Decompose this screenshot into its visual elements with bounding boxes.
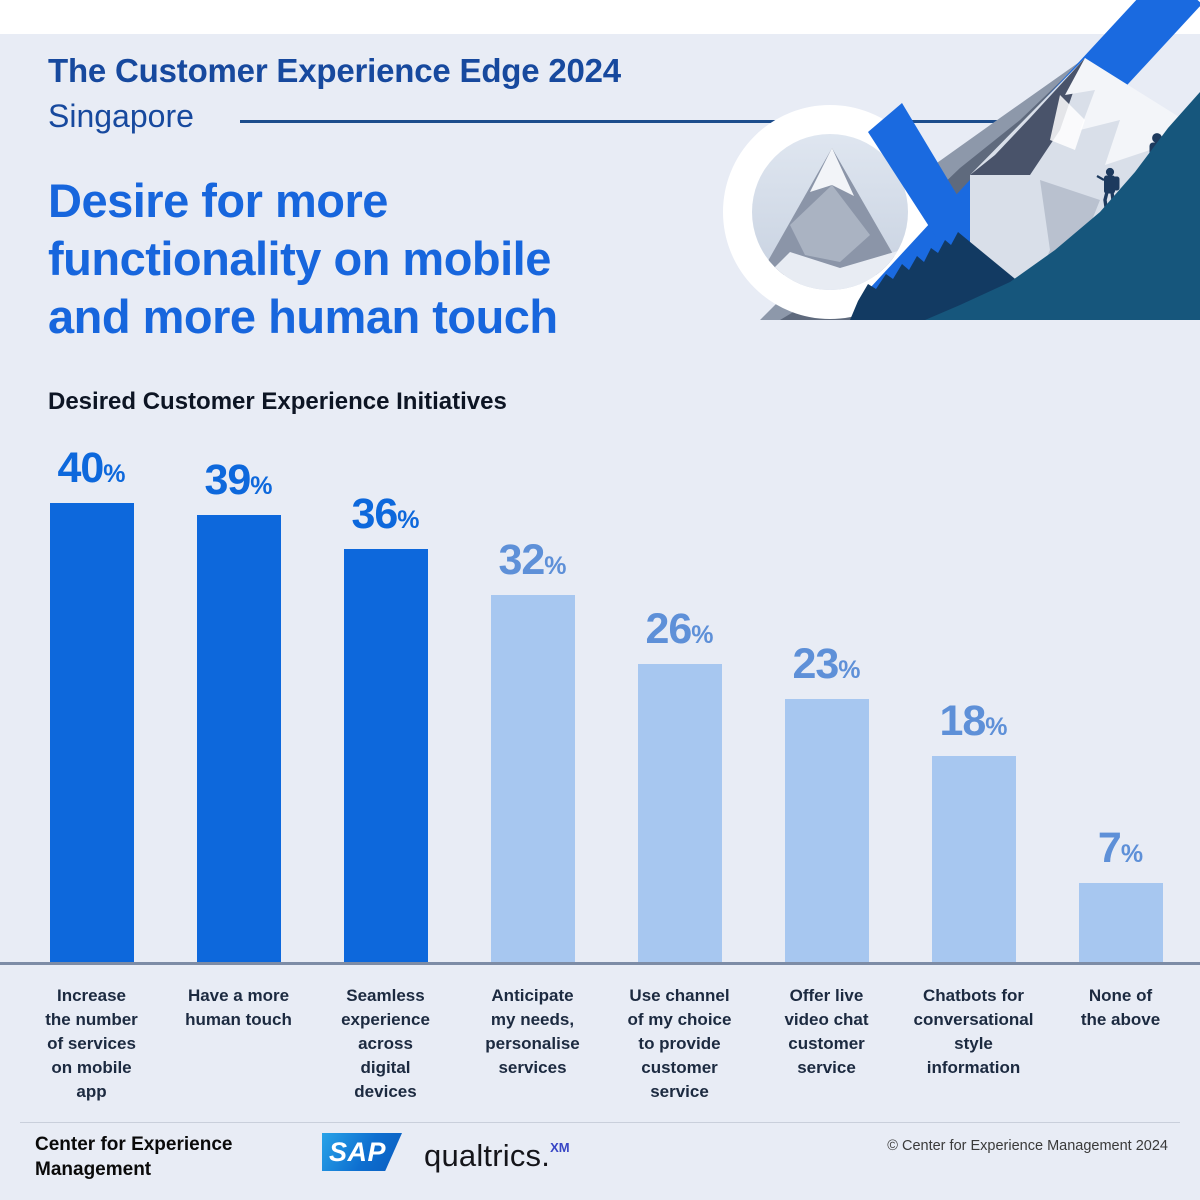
bar-value-number: 23 xyxy=(792,639,839,688)
category-label: Anticipate my needs, personalise service… xyxy=(485,986,580,1077)
percent-sign: % xyxy=(397,506,420,534)
header-divider-line xyxy=(240,120,1000,123)
chart-column: 32% xyxy=(459,430,606,963)
headline: Desire for more functionality on mobile … xyxy=(48,174,558,343)
qualtrics-logo-text: qualtrics xyxy=(424,1138,542,1173)
bar-value-number: 7 xyxy=(1097,823,1122,872)
category-label: Seamless experience across digital devic… xyxy=(341,986,430,1101)
chart-category-row: Increase the number of services on mobil… xyxy=(18,984,1194,1104)
chart-column: 26% xyxy=(606,430,753,963)
report-title: The Customer Experience Edge 2024 xyxy=(48,52,621,89)
category-label: Chatbots for conversational style inform… xyxy=(913,986,1034,1077)
chart-title: Desired Customer Experience Initiatives xyxy=(48,388,507,415)
footer-divider-line xyxy=(20,1122,1180,1123)
category-label: Increase the number of services on mobil… xyxy=(45,986,138,1101)
chart-column: 7% xyxy=(1047,430,1194,963)
category-label: Have a more human touch xyxy=(185,986,292,1029)
chart-column: 39% xyxy=(165,430,312,963)
category-label: Use channel of my choice to provide cust… xyxy=(627,986,732,1101)
percent-sign: % xyxy=(250,471,273,500)
bar-value-label: 36% xyxy=(351,490,419,539)
bar xyxy=(343,549,428,963)
bar-value-number: 26 xyxy=(645,605,692,653)
percent-sign: % xyxy=(103,460,126,488)
teal-slope xyxy=(925,92,1200,320)
top-white-strip xyxy=(0,0,1200,34)
bar-value-label: 32% xyxy=(498,536,566,585)
percent-sign: % xyxy=(544,552,567,580)
category-label: Offer live video chat customer service xyxy=(784,986,869,1077)
qualtrics-logo: qualtrics.XM xyxy=(424,1138,570,1174)
copyright-text: © Center for Experience Management 2024 xyxy=(887,1138,1168,1154)
sap-logo-text: SAP xyxy=(329,1136,387,1167)
bar-value-number: 40 xyxy=(57,444,104,492)
percent-sign: % xyxy=(1120,839,1144,868)
region-label: Singapore xyxy=(48,98,194,134)
bar-value-number: 36 xyxy=(351,490,398,538)
bar-value-label: 23% xyxy=(792,640,860,689)
bar-value-number: 32 xyxy=(498,536,545,584)
bar xyxy=(490,595,575,963)
qualtrics-xm-superscript: XM xyxy=(550,1140,570,1155)
bar xyxy=(784,698,869,963)
ring-mountain-photo xyxy=(752,134,908,290)
bar xyxy=(637,664,722,963)
chart-columns: 40% 39% 36% 32% 26% 23% 18% 7% xyxy=(18,430,1194,963)
percent-sign: % xyxy=(691,621,714,649)
sap-logo: SAP xyxy=(322,1133,402,1171)
qualtrics-logo-dot: . xyxy=(541,1138,551,1173)
mountain-cx-illustration xyxy=(723,0,1200,330)
bar-value-label: 40% xyxy=(57,444,125,493)
chart-column: 23% xyxy=(753,430,900,963)
footer-org-name: Center for Experience Management xyxy=(35,1134,233,1180)
bar-value-label: 18% xyxy=(939,697,1007,746)
bar xyxy=(196,514,281,963)
bar-value-number: 39 xyxy=(204,455,251,504)
chart-column: 40% xyxy=(18,430,165,963)
chart-column: 36% xyxy=(312,430,459,963)
bar xyxy=(931,756,1016,963)
bar-value-label: 26% xyxy=(645,605,713,654)
bar-value-number: 18 xyxy=(939,697,986,745)
bar xyxy=(49,503,134,963)
bar-value-label: 39% xyxy=(204,456,272,505)
percent-sign: % xyxy=(838,655,861,684)
hero-graphic xyxy=(720,0,1200,330)
bar xyxy=(1078,882,1163,963)
chart-column: 18% xyxy=(900,430,1047,963)
bar-value-label: 7% xyxy=(1098,824,1143,873)
percent-sign: % xyxy=(985,713,1008,741)
chart-baseline xyxy=(0,962,1200,965)
category-label: None of the above xyxy=(1080,986,1161,1029)
